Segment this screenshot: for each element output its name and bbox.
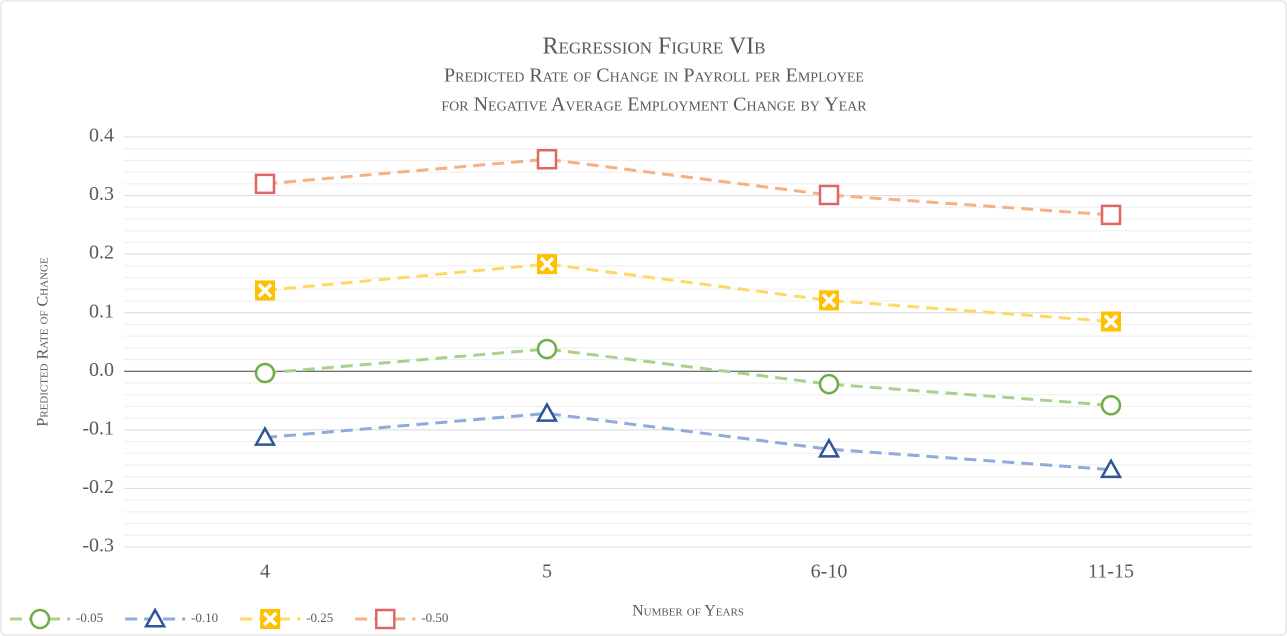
x-tick-label: 11-15	[1088, 561, 1134, 583]
marker-cross	[539, 256, 555, 272]
series-line	[264, 347, 1112, 407]
legend-label: -0.05	[76, 610, 103, 625]
chart-subtitle: Predicted Rate of Change in Payroll per …	[444, 65, 864, 87]
marker	[818, 184, 840, 206]
legend-item: -0.25	[240, 609, 333, 629]
y-axis-label: Predicted Rate of Change	[35, 257, 52, 427]
x-tick-label: 5	[542, 561, 552, 583]
marker	[143, 607, 167, 628]
marker	[1100, 204, 1122, 226]
marker	[817, 437, 841, 458]
y-tick-label: -0.3	[82, 535, 114, 557]
marker	[254, 173, 276, 195]
marker-cross	[262, 611, 278, 627]
marker	[1101, 311, 1121, 332]
marker	[375, 608, 396, 630]
x-axis-label: Number of Years	[632, 603, 744, 620]
marker	[535, 401, 559, 422]
marker	[29, 608, 51, 630]
y-tick-label: 0.4	[89, 125, 114, 147]
legend-item: -0.05	[10, 608, 103, 630]
y-tick-label: -0.2	[82, 476, 114, 498]
marker	[536, 149, 558, 170]
marker	[255, 280, 275, 301]
y-tick-label: 0.2	[89, 242, 114, 264]
marker	[1099, 458, 1123, 479]
legend-label: -0.50	[421, 610, 448, 625]
legend-label: -0.25	[306, 610, 333, 625]
marker	[537, 254, 557, 275]
marker	[253, 425, 277, 446]
legend-label: -0.10	[191, 610, 218, 625]
x-tick-label: 6-10	[811, 561, 848, 583]
y-tick-label: -0.1	[82, 417, 114, 439]
legend-item: -0.50	[355, 608, 448, 630]
marker	[819, 290, 839, 311]
legend-item: -0.10	[125, 607, 218, 628]
marker	[260, 609, 281, 629]
y-tick-label: 0.0	[89, 359, 114, 381]
marker-cross	[821, 293, 837, 308]
marker-cross	[257, 283, 273, 298]
x-tick-label: 4	[260, 561, 270, 583]
series-line	[264, 157, 1112, 217]
y-tick-label: 0.3	[89, 183, 114, 205]
marker-cross	[1103, 314, 1119, 329]
chart-subtitle: for Negative Average Employment Change b…	[441, 94, 867, 116]
y-tick-label: 0.1	[89, 300, 114, 322]
marker	[1100, 395, 1122, 416]
marker	[254, 362, 276, 384]
chart-title: Regression Figure VIb	[542, 34, 765, 60]
marker	[818, 373, 840, 395]
marker	[536, 338, 558, 360]
series-line	[264, 262, 1112, 323]
series-line	[264, 411, 1112, 472]
